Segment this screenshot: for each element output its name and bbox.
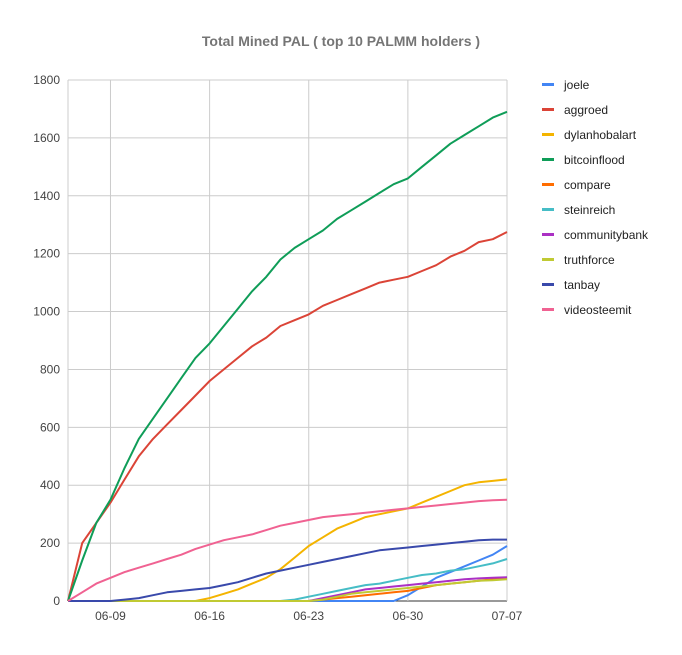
legend-item-truthforce[interactable]: truthforce [542, 247, 648, 272]
legend-label: tanbay [564, 277, 601, 292]
series-line-truthforce[interactable] [68, 578, 508, 602]
series-line-steinreich[interactable] [68, 558, 508, 602]
x-tick-label: 06-23 [293, 609, 324, 623]
x-tick-label: 06-16 [194, 609, 225, 623]
legend-swatch-icon [542, 283, 554, 286]
legend-item-tanbay[interactable]: tanbay [542, 272, 648, 297]
legend-swatch-icon [542, 158, 554, 161]
y-tick-label: 1000 [33, 305, 60, 319]
legend-label: joele [564, 77, 590, 92]
series-line-bitcoinflood[interactable] [67, 110, 508, 602]
legend-item-compare[interactable]: compare [542, 172, 648, 197]
series-line-tanbay[interactable] [68, 538, 507, 602]
legend-swatch-icon [542, 308, 554, 311]
legend-label: compare [564, 177, 611, 192]
legend-label: videosteemit [564, 302, 632, 317]
y-tick-label: 1600 [33, 131, 60, 145]
legend-swatch-icon [542, 233, 554, 236]
legend-item-aggroed[interactable]: aggroed [542, 97, 648, 122]
x-tick-label: 06-30 [393, 609, 424, 623]
legend-label: steinreich [564, 202, 616, 217]
series-line-videosteemit[interactable] [67, 498, 508, 602]
legend-item-communitybank[interactable]: communitybank [542, 222, 648, 247]
legend-item-joele[interactable]: joele [542, 72, 648, 97]
legend-swatch-icon [542, 133, 554, 136]
legend-label: aggroed [564, 102, 609, 117]
x-tick-label: 07-07 [492, 609, 523, 623]
y-tick-label: 1400 [33, 189, 60, 203]
legend-label: bitcoinflood [564, 152, 625, 167]
legend-label: communitybank [564, 227, 649, 242]
series-line-communitybank[interactable] [68, 576, 508, 602]
y-tick-label: 1200 [33, 247, 60, 261]
series-line-dylanhobalart[interactable] [68, 478, 508, 602]
legend-item-dylanhobalart[interactable]: dylanhobalart [542, 122, 648, 147]
legend-label: dylanhobalart [564, 127, 637, 142]
chart-legend: joele aggroed dylanhobalart bitcoinflood com… [542, 72, 648, 322]
legend-label: truthforce [564, 252, 615, 267]
y-tick-label: 0 [53, 594, 60, 608]
legend-swatch-icon [542, 83, 554, 86]
y-tick-label: 400 [40, 478, 60, 492]
legend-item-bitcoinflood[interactable]: bitcoinflood [542, 147, 648, 172]
legend-swatch-icon [542, 183, 554, 186]
y-tick-label: 800 [40, 362, 60, 376]
legend-swatch-icon [542, 258, 554, 261]
legend-item-videosteemit[interactable]: videosteemit [542, 297, 648, 322]
legend-item-steinreich[interactable]: steinreich [542, 197, 648, 222]
y-tick-label: 600 [40, 420, 60, 434]
chart-title: Total Mined PAL ( top 10 PALMM holders ) [201, 33, 481, 49]
legend-swatch-icon [542, 208, 554, 211]
legend-swatch-icon [542, 108, 554, 111]
x-tick-label: 06-09 [95, 609, 126, 623]
series-line-aggroed[interactable] [67, 231, 508, 602]
y-tick-label: 1800 [33, 73, 60, 87]
y-tick-label: 200 [40, 536, 60, 550]
